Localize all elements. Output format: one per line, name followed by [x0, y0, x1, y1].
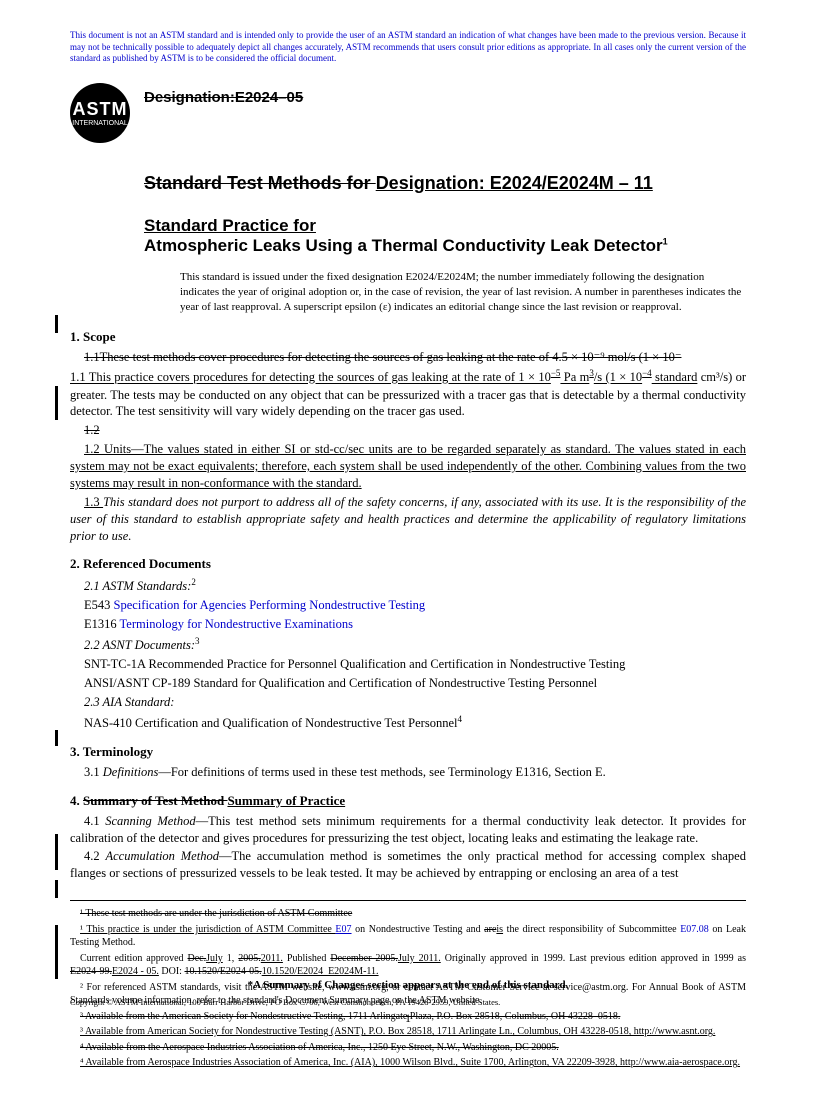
t: 4. [70, 793, 83, 808]
t: 10.1520/E2024-05. [184, 966, 261, 977]
fn4-new: ⁴ Available from Aerospace Industries As… [70, 1056, 746, 1070]
fn3-new: ³ Available from American Society for No… [70, 1025, 746, 1039]
t: 10.1520/E2024_E2024M-11. [262, 966, 379, 977]
practice-label: Standard Practice for [144, 216, 746, 236]
para-2-3: 2.3 AIA Standard: [70, 694, 746, 711]
t: July [206, 953, 223, 964]
change-bar [55, 834, 58, 870]
t: Scanning Method [105, 814, 195, 828]
title-block: Standard Test Methods for Designation: E… [144, 173, 746, 194]
title-new: Designation: E2024/E2024M – 11 [376, 173, 653, 193]
link-e0708[interactable]: E07.08 [680, 924, 709, 935]
change-bar [55, 315, 58, 333]
t: 1.1 This practice covers procedures for … [70, 371, 551, 385]
practice-title-block: Standard Practice for Atmospheric Leaks … [144, 216, 746, 256]
ref-e543: E543 Specification for Agencies Performi… [70, 597, 746, 614]
footer-summary: *A Summary of Changes section appears at… [248, 979, 569, 991]
section-4-head: 4. Summary of Test Method Summary of Pra… [70, 793, 746, 809]
t: Summary of Test Method [83, 793, 227, 808]
para-1-3-body: This standard does not purport to addres… [70, 495, 746, 543]
t: 2011. [261, 953, 283, 964]
t: are [484, 924, 496, 935]
t: 2.1 ASTM Standards: [84, 580, 191, 594]
section-1-head: 1. Scope [70, 329, 746, 345]
t: Summary of Practice [227, 793, 345, 808]
t: 3.1 [84, 765, 103, 779]
para-1-2-units: 1.2 Units—The values stated in either SI… [70, 441, 746, 492]
t: 2.2 ASNT Documents: [84, 638, 195, 652]
t: /s (1 × 10 [594, 371, 642, 385]
t: Pa m [560, 371, 589, 385]
disclaimer-text: This document is not an ASTM standard an… [70, 30, 746, 65]
para-4-1: 4.1 Scanning Method—This test method set… [70, 813, 746, 847]
section-3-head: 3. Terminology [70, 744, 746, 760]
astm-logo: ASTM INTERNATIONAL [70, 83, 130, 143]
fn1-new: ¹ This practice is under the jurisdictio… [70, 923, 746, 950]
link-e07[interactable]: E07 [335, 924, 351, 935]
footer: *A Summary of Changes section appears at… [70, 979, 746, 1026]
t: Originally approved in 1999. Last previo… [441, 953, 746, 964]
t: Definitions [103, 765, 159, 779]
t: 1.3 [84, 495, 103, 509]
t: 4.1 [84, 814, 105, 828]
ref-ansi: ANSI/ASNT CP-189 Standard for Qualificat… [70, 675, 746, 692]
t: standard [652, 371, 698, 385]
section-2-head: 2. Referenced Documents [70, 556, 746, 572]
para-1-1-new: 1.1 This practice covers procedures for … [70, 367, 746, 420]
t: July 2011. [398, 953, 441, 964]
para-3-1: 3.1 Definitions—For definitions of terms… [70, 764, 746, 781]
para-1-2-strike: 1.2 [70, 422, 746, 439]
copyright: Copyright © ASTM International, 100 Barr… [70, 997, 746, 1007]
practice-title-text: Atmospheric Leaks Using a Thermal Conduc… [144, 236, 663, 255]
para-2-2: 2.2 ASNT Documents:3 [70, 635, 746, 654]
page-number: 1 [70, 1011, 746, 1026]
t: 4.2 [84, 849, 105, 863]
standard-note: This standard is issued under the fixed … [180, 270, 746, 315]
change-bar [55, 386, 58, 420]
t: E2024-99. [70, 966, 112, 977]
t: DOI: [159, 966, 185, 977]
t: Published [283, 953, 330, 964]
t: E1316 [84, 617, 120, 631]
ref-nas: NAS-410 Certification and Qualification … [70, 713, 746, 732]
t: the direct responsibility of Subcommitte… [503, 924, 680, 935]
link-e543[interactable]: Specification for Agencies Performing No… [114, 598, 426, 612]
t: on Nondestructive Testing and [352, 924, 485, 935]
fn1b: Current edition approved Dec.July 1, 200… [70, 952, 746, 979]
link-e1316[interactable]: Terminology for Nondestructive Examinati… [120, 617, 353, 631]
practice-title: Atmospheric Leaks Using a Thermal Conduc… [144, 236, 746, 256]
t: E2024 - 05. [112, 966, 159, 977]
header-row: ASTM INTERNATIONAL Designation:E2024–05 [70, 83, 746, 143]
t: E543 [84, 598, 114, 612]
ref-snt: SNT-TC-1A Recommended Practice for Perso… [70, 656, 746, 673]
t: Current edition approved [80, 953, 188, 964]
t: ¹ This practice is under the jurisdictio… [80, 924, 335, 935]
t: 2.3 AIA Standard: [84, 695, 174, 709]
t: 1, [223, 953, 238, 964]
t: NAS-410 Certification and Qualification … [84, 716, 457, 730]
para-1-1-strike: 1.1These test methods cover procedures f… [70, 349, 746, 366]
fn4-strike: ⁴ Available from the Aerospace Industrie… [70, 1041, 746, 1055]
t: Accumulation Method [105, 849, 218, 863]
change-bar [55, 880, 58, 898]
t: Dec. [188, 953, 207, 964]
t: December 2005. [330, 953, 398, 964]
designation-old: Designation:E2024–05 [144, 89, 303, 106]
logo-sub: INTERNATIONAL [72, 120, 128, 127]
change-bar [55, 925, 58, 979]
para-2-1: 2.1 ASTM Standards:2 [70, 576, 746, 595]
t: —For definitions of terms used in these … [158, 765, 605, 779]
sup-1: 1 [663, 236, 668, 246]
para-4-2: 4.2 Accumulation Method—The accumulation… [70, 848, 746, 882]
para-1-3: 1.3 This standard does not purport to ad… [70, 494, 746, 545]
t: 2005. [238, 953, 261, 964]
fn1-strike: ¹ These test methods are under the juris… [70, 907, 746, 921]
change-bar [55, 730, 58, 746]
title-strike: Standard Test Methods for [144, 173, 376, 193]
ref-e1316: E1316 Terminology for Nondestructive Exa… [70, 616, 746, 633]
logo-main: ASTM [73, 99, 128, 120]
